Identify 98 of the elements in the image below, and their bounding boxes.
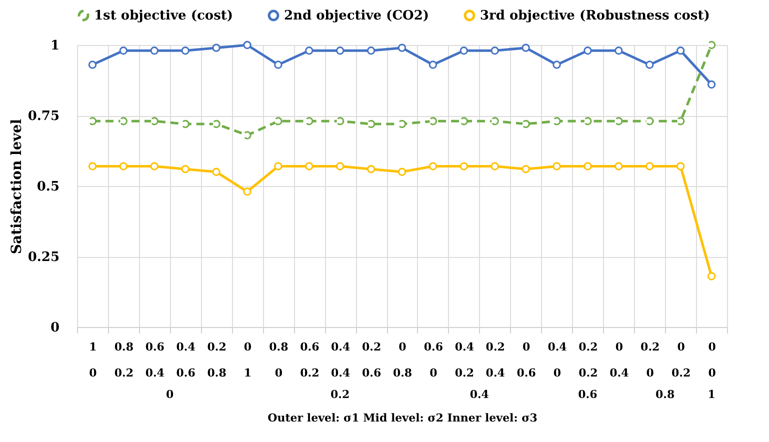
point <box>676 162 685 170</box>
point <box>305 117 314 126</box>
x-tick-label: 0.6 0.4 <box>145 340 165 380</box>
point <box>88 162 97 170</box>
point <box>243 131 252 140</box>
point <box>707 80 716 89</box>
x-tick-label: 0.4 0 <box>548 340 568 380</box>
x-tick-label: 0.2 0.4 <box>486 340 506 380</box>
x-axis-title: Outer level: σ1 Mid level: σ2 Inner level: σ3 <box>268 412 538 424</box>
point <box>212 44 220 52</box>
point <box>614 117 623 126</box>
point <box>584 46 592 55</box>
point <box>398 168 406 176</box>
y-tick-label: 0.5 <box>36 180 60 194</box>
x-tick-label: 0.2 0.2 <box>578 340 598 380</box>
point <box>212 168 220 176</box>
x-tick-label: 0.2 0.8 <box>207 340 227 380</box>
x-tick-label: 0.8 0 <box>269 340 289 380</box>
x-tick-label: 0 0.8 <box>392 340 412 380</box>
point <box>490 117 499 126</box>
text: 0.4 <box>470 388 490 401</box>
x-tick-label: 0 0.6 <box>516 340 536 380</box>
point <box>305 162 314 170</box>
x-tick-label: 0.8 0.2 <box>114 340 134 380</box>
point <box>366 46 376 55</box>
point <box>646 162 654 170</box>
y-tick-label: 0.25 <box>28 250 60 265</box>
text: 0.6 <box>578 388 598 401</box>
point <box>119 117 128 126</box>
point <box>366 120 376 128</box>
text: 1 <box>708 388 716 401</box>
point <box>584 162 592 170</box>
legend-label: 2nd objective (CO2) <box>284 8 430 24</box>
point <box>490 162 499 170</box>
point <box>181 120 190 128</box>
point <box>243 188 252 196</box>
point <box>552 60 561 69</box>
point <box>274 162 282 170</box>
text: 0.8 <box>656 388 676 401</box>
point <box>119 46 128 55</box>
point <box>614 46 623 55</box>
point <box>676 117 685 126</box>
x-tick-label: 0.4 0.4 <box>331 340 351 380</box>
point <box>707 272 716 280</box>
point <box>460 46 468 55</box>
point <box>428 162 438 170</box>
point <box>181 164 190 174</box>
point <box>676 46 685 55</box>
x-tick-label: 0.2 0 <box>640 340 660 380</box>
y-tick-label: 0.75 <box>28 109 60 124</box>
point <box>150 162 158 170</box>
text: 0 <box>166 388 174 401</box>
x-tick-label: 1 0 <box>89 340 98 380</box>
text: 0.2 <box>330 388 350 401</box>
point <box>522 44 530 52</box>
x-tick-label: 0 0 <box>708 340 716 380</box>
point <box>552 117 561 126</box>
point <box>646 60 654 69</box>
point <box>552 162 561 170</box>
point <box>305 46 314 55</box>
point <box>181 46 190 55</box>
point <box>274 117 282 126</box>
x-tick-label: 0 0.2 <box>672 340 691 380</box>
point <box>460 162 468 170</box>
point <box>274 60 282 69</box>
point <box>212 120 220 128</box>
point <box>522 120 530 128</box>
x-tick-label: 0 1 <box>244 340 252 380</box>
point <box>614 162 623 170</box>
point <box>460 117 468 126</box>
point <box>646 117 654 126</box>
point <box>243 40 252 50</box>
y-tick-label: 0 <box>50 320 60 336</box>
x-tick-label: 0.4 0.2 <box>454 340 474 380</box>
y-axis-title: Satisfaction level <box>8 118 25 254</box>
x-tick-label: 0.4 0.6 <box>176 340 196 380</box>
x-tick-label: 0.6 0 <box>424 340 444 380</box>
point <box>88 60 97 69</box>
point <box>336 162 344 170</box>
y-tick-label: 1 <box>50 38 60 54</box>
x-tick-label: 0 0.4 <box>610 340 630 380</box>
legend-label: 1st objective (cost) <box>94 8 234 24</box>
point <box>428 60 438 69</box>
point <box>336 117 344 126</box>
point <box>119 162 128 170</box>
point <box>336 46 344 55</box>
point <box>150 46 158 55</box>
point <box>584 117 592 126</box>
x-tick-label: 0.6 0.2 <box>300 340 320 380</box>
point <box>428 117 438 126</box>
point <box>366 164 376 174</box>
point <box>150 117 158 126</box>
x-tick-label: 0.2 0.6 <box>362 340 382 380</box>
point <box>398 44 406 52</box>
legend-label: 3rd objective (Robustness cost) <box>480 8 710 24</box>
point <box>707 40 716 50</box>
point <box>522 164 530 174</box>
point <box>490 46 499 55</box>
